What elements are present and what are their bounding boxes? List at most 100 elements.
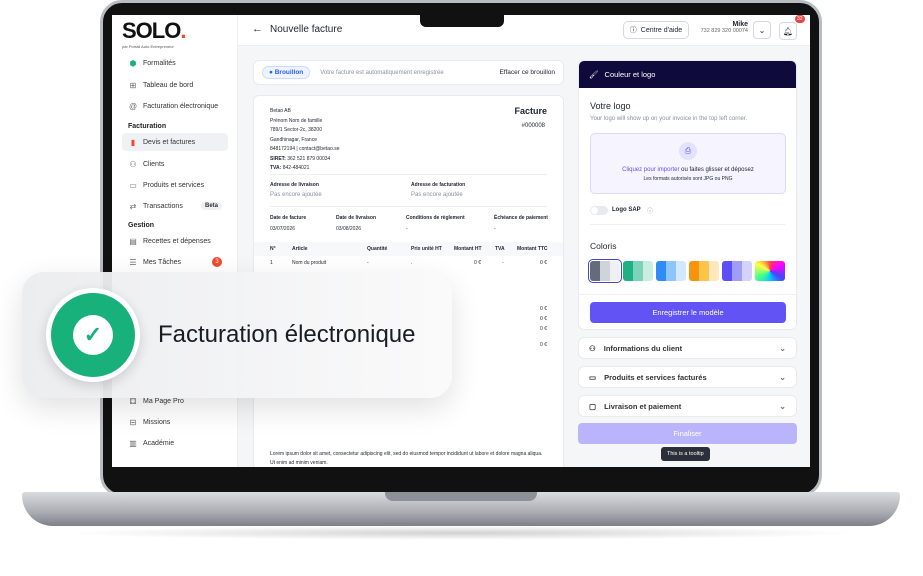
upload-link[interactable]: Cliquez pour importer — [622, 167, 680, 173]
users-icon: ⚇ — [129, 159, 137, 169]
user-icon: ⚇ — [589, 343, 596, 353]
billing-address-label: Adresse de facturation — [411, 182, 466, 188]
palette-gray[interactable] — [588, 259, 622, 283]
bell-icon: 🔔︎ — [782, 26, 794, 36]
sidebar-item-produits[interactable]: ▭ Produits et services — [122, 176, 228, 194]
logo-upload-dropzone[interactable]: ⎙ Cliquez pour importer ou faites glisse… — [590, 133, 786, 194]
user-name: Mike — [732, 21, 748, 28]
sidebar: SOLO. par Portail Auto Entrepreneur ⬢ For… — [112, 15, 238, 467]
logo-description: Your logo will show up on your invoice i… — [590, 116, 748, 122]
sidebar-item-missions[interactable]: ⊟ Missions — [122, 413, 228, 431]
page-icon: ⚃ — [129, 396, 137, 406]
palette-custom[interactable] — [755, 261, 785, 281]
solo-logo[interactable]: SOLO. — [122, 18, 186, 43]
notifications-button[interactable]: 🔔︎ — [779, 22, 797, 40]
color-logo-panel: 🖌︎ Couleur et logo Votre logo Your logo w… — [578, 60, 797, 330]
upload-formats: Les formats autorisés sont JPG ou PNG — [643, 176, 733, 182]
finalize-button[interactable]: Finaliser — [578, 423, 797, 444]
sidebar-item-label: Formalités — [143, 59, 176, 67]
sidebar-item-clients[interactable]: ⚇ Clients — [122, 155, 228, 173]
panel-header[interactable]: 🖌︎ Couleur et logo — [579, 61, 796, 88]
sidebar-item-label: Transactions — [143, 202, 183, 210]
palette-swatch — [643, 261, 653, 281]
sidebar-item-tableau-de-bord[interactable]: ⊞ Tableau de bord — [122, 76, 228, 94]
folder-icon: ▭ — [589, 372, 597, 382]
help-center-button[interactable]: ⓘ Centre d'aide — [623, 21, 689, 39]
user-id: 732 829 320 00074 — [700, 28, 748, 34]
sidebar-item-transactions[interactable]: ⇄ Transactions Beta — [122, 197, 228, 215]
logo-title: Votre logo — [590, 101, 631, 111]
beta-badge: Beta — [200, 202, 222, 210]
logo-text: SOLO — [122, 18, 181, 43]
invoice-number: #000008 — [521, 123, 545, 129]
items-table-header: N° Article Quantité Prix unité HT Montan… — [254, 242, 563, 256]
sidebar-item-devis-et-factures[interactable]: ▮ Devis et factures — [122, 133, 228, 151]
autosave-message: Votre facture est automatiquement enregi… — [320, 69, 444, 76]
upload-file-icon: ⎙ — [679, 142, 697, 160]
draft-badge: ● Brouillon — [262, 66, 311, 79]
grid-icon: ⊞ — [129, 80, 137, 90]
sidebar-item-label: Mes Tâches — [143, 258, 181, 266]
laptop-screen: SOLO. par Portail Auto Entrepreneur ⬢ For… — [112, 15, 810, 467]
palette-swatch — [722, 261, 732, 281]
palette-swatch — [666, 261, 676, 281]
user-menu-dropdown[interactable]: ⌄ — [753, 21, 771, 39]
chevron-down-icon: ⌄ — [758, 25, 766, 35]
wallet-icon: ▢ — [589, 401, 597, 411]
save-template-button[interactable]: Enregistrer le modèle — [590, 302, 786, 323]
palette-swatch — [600, 261, 610, 281]
sidebar-item-label: Produits et services — [143, 181, 205, 189]
section-facturation: Facturation — [128, 123, 167, 130]
sidebar-item-facturation-electronique[interactable]: @ Facturation électronique — [122, 97, 228, 115]
sidebar-item-recettes[interactable]: ▤ Recettes et dépenses — [122, 232, 228, 250]
laptop-shadow — [60, 526, 860, 540]
palette-swatch — [709, 261, 719, 281]
book-icon: ▥ — [129, 438, 137, 448]
tooltip: This is a tooltip — [661, 447, 710, 461]
sidebar-item-label: Missions — [143, 418, 171, 426]
sidebar-item-mes-taches[interactable]: ☰ Mes Tâches 3 — [122, 253, 228, 271]
paint-roller-icon: 🖌︎ — [589, 70, 599, 79]
accordion-delivery-payment[interactable]: ▢ Livraison et paiement ⌄ — [578, 395, 797, 417]
help-label: Centre d'aide — [640, 26, 683, 34]
palette-purple[interactable] — [722, 261, 752, 281]
accordion-client-info[interactable]: ⚇ Informations du client ⌄ — [578, 337, 797, 359]
back-arrow-icon[interactable]: ← — [252, 23, 263, 35]
accordion-products[interactable]: ▭ Produits et services facturés ⌄ — [578, 366, 797, 388]
delivery-address-value: Pas encore ajoutée — [270, 192, 322, 198]
invoice-footer-note: Lorem ipsum dolor sit amet, consectetur … — [270, 451, 543, 466]
palette-orange[interactable] — [689, 261, 719, 281]
seller-info: Betao AB Prénom Nom de famille 789/1 Secto… — [270, 108, 340, 171]
page-title: Nouvelle facture — [270, 24, 343, 35]
panel-header-label: Couleur et logo — [604, 70, 656, 79]
table-row[interactable]: 1 Nom du produit - . 0 € - 0 € — [270, 260, 547, 266]
info-icon[interactable]: ⓘ — [647, 209, 654, 215]
palette-swatch — [742, 261, 752, 281]
sidebar-item-label: Recettes et dépenses — [143, 237, 211, 245]
palette-swatch — [610, 261, 620, 281]
delivery-address-label: Adresse de livraison — [270, 182, 319, 188]
sidebar-item-formalites[interactable]: ⬢ Formalités — [122, 54, 228, 72]
sidebar-item-academie[interactable]: ▥ Académie — [122, 434, 228, 452]
palette-swatch — [633, 261, 643, 281]
invoice-title: Facture — [514, 106, 547, 116]
colors-title: Coloris — [590, 241, 617, 251]
sidebar-item-label: Clients — [143, 160, 165, 168]
header: ← Nouvelle facture ⓘ Centre d'aide Mike 7… — [238, 15, 810, 46]
palette-green[interactable] — [623, 261, 653, 281]
draft-status-bar: ● Brouillon Votre facture est automatiqu… — [253, 60, 564, 85]
laptop-base-notch — [385, 492, 537, 501]
briefcase-icon: ⊟ — [129, 417, 137, 427]
sidebar-item-ma-page-pro[interactable]: ⚃ Ma Page Pro — [122, 392, 228, 410]
palette-swatch — [732, 261, 742, 281]
sidebar-item-label: Tableau de bord — [143, 81, 194, 89]
clear-draft-link[interactable]: Effacer ce brouillon — [499, 69, 555, 76]
palette-swatch — [623, 261, 633, 281]
palette-swatch — [590, 261, 600, 281]
chevron-down-icon: ⌄ — [779, 372, 786, 382]
feature-title: Facturation électronique — [158, 321, 416, 348]
palette-swatch — [676, 261, 686, 281]
logo-sap-toggle[interactable] — [590, 206, 608, 215]
palette-blue[interactable] — [656, 261, 686, 281]
document-icon: ▮ — [130, 137, 136, 147]
